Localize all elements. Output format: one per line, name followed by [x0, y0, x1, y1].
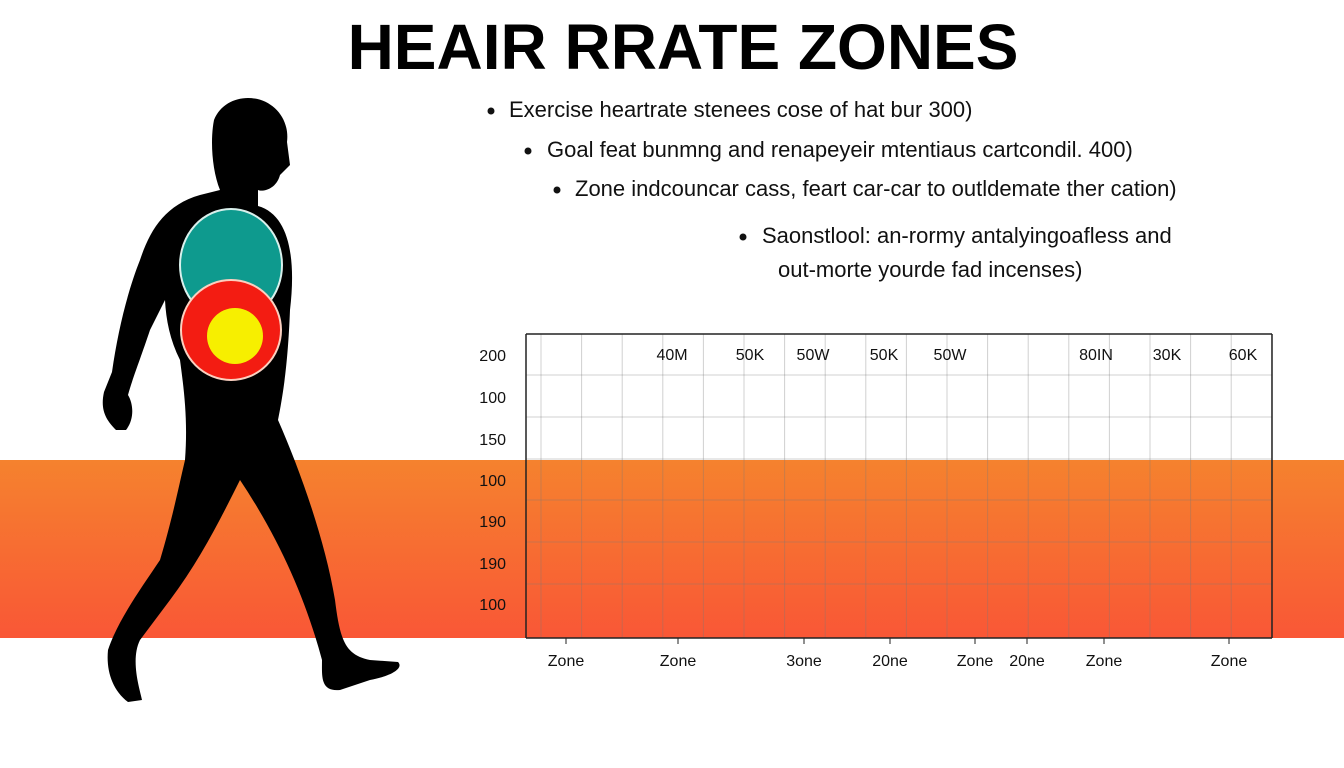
- zone-label: Zone: [1086, 653, 1123, 670]
- yellow-zone: [207, 308, 263, 364]
- bullet-text: Goal feat bunmng and renapeyeir mtentiau…: [547, 137, 1133, 162]
- bullet-dot: [524, 147, 532, 155]
- bullet-text: Saonstlool: an-rormy antalyingoafless an…: [762, 223, 1172, 248]
- bullet-dot: [739, 233, 747, 241]
- row-label: 100: [479, 597, 506, 614]
- column-label: 50K: [736, 347, 765, 364]
- column-label: 50K: [870, 347, 899, 364]
- row-label: 100: [479, 473, 506, 490]
- zone-label: 3one: [786, 653, 822, 670]
- row-label: 150: [479, 432, 506, 449]
- row-label: 200: [479, 348, 506, 365]
- zone-label: 20ne: [872, 653, 908, 670]
- bullet-text: out-morte yourde fad incenses): [778, 257, 1083, 282]
- zone-label: Zone: [1211, 653, 1248, 670]
- bullet-text: Zone indcouncar cass, feart car-car to o…: [575, 176, 1177, 201]
- column-label: 30K: [1153, 347, 1182, 364]
- zone-label: 20ne: [1009, 653, 1045, 670]
- row-label: 100: [479, 390, 506, 407]
- column-label: 50W: [797, 347, 831, 364]
- row-label: 190: [479, 556, 506, 573]
- row-label: 190: [479, 514, 506, 531]
- silhouette: [102, 98, 400, 702]
- column-label: 80IN: [1079, 347, 1113, 364]
- bullet-dot: [487, 107, 495, 115]
- zone-label: Zone: [957, 653, 994, 670]
- title: HEAIR RRATE ZONES: [348, 11, 1019, 83]
- column-label: 50W: [934, 347, 968, 364]
- grid: 200 100 150 100 190 190 100 40M 50K 50W 50K 50W 80IN…: [479, 333, 1273, 670]
- bullet-text: Exercise heartrate stenees cose of hat b…: [509, 97, 972, 122]
- zone-label: Zone: [548, 653, 585, 670]
- column-label: 60K: [1229, 347, 1258, 364]
- bullet-dot: [553, 186, 561, 194]
- column-label: 40M: [656, 347, 687, 364]
- zone-label: Zone: [660, 653, 697, 670]
